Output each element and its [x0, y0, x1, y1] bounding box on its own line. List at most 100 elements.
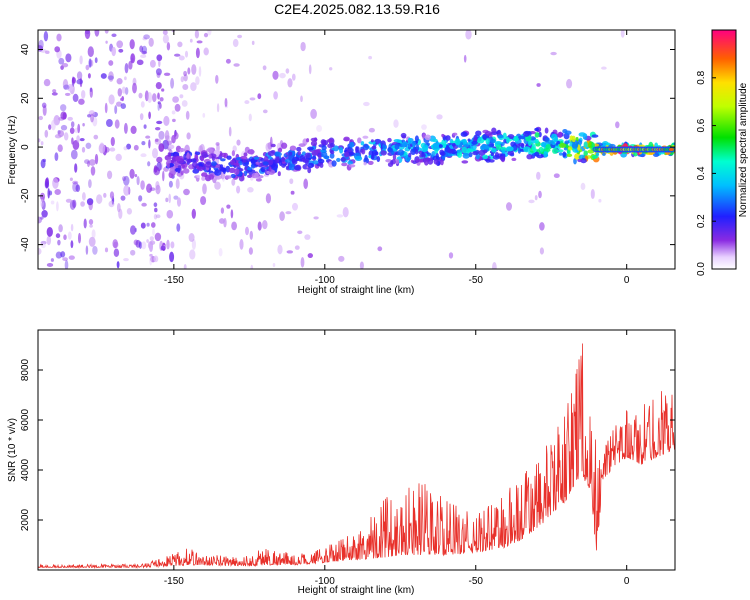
spectrogram-cell	[219, 167, 227, 173]
spectrogram-cell	[56, 201, 59, 212]
snr-chart: -150 -100 -50 0 2000 4000 6000 8000 Height of …	[7, 329, 676, 596]
spectrogram-cell	[40, 240, 47, 245]
spectrogram-cell	[94, 153, 99, 165]
spectrogram-cell	[108, 60, 114, 66]
spectrogram-cell	[139, 45, 144, 53]
spectrogram-cell	[91, 229, 96, 239]
spectrogram-cell	[239, 239, 244, 250]
spectrogram-cell	[111, 46, 117, 57]
spectrogram-cell	[92, 116, 98, 127]
spectrogram-cell	[285, 211, 292, 215]
spectrogram-cell	[60, 124, 68, 131]
spectrogram-cell	[130, 249, 136, 256]
spectrogram-cell	[114, 105, 118, 115]
spectrogram-cell	[216, 103, 220, 113]
spectrogram-cell	[298, 143, 306, 147]
spectrogram-cell	[424, 134, 431, 141]
spectrogram-cell	[245, 226, 249, 236]
spectrogram-cell	[146, 222, 150, 227]
spectrogram-cell	[654, 142, 659, 148]
spectrogram-cell	[415, 144, 420, 150]
spectrogram-cell	[104, 102, 108, 114]
spectrogram-cell	[87, 73, 91, 79]
spectrogram-cell	[225, 58, 231, 64]
spectrogram-cell	[313, 216, 319, 220]
spectrogram-cell	[152, 93, 157, 103]
spectrogram-cell	[109, 147, 116, 152]
spectrogram-cell	[534, 127, 539, 132]
spectrogram-cell	[511, 157, 517, 162]
x-tick-label: -100	[315, 576, 335, 587]
spectrogram-cell	[69, 127, 75, 134]
spectrogram-cell	[492, 261, 497, 269]
spectrogram-cell	[419, 158, 423, 163]
spectrogram-cell	[432, 138, 438, 143]
spectrogram-cell	[41, 200, 46, 211]
spectrogram-cell	[441, 133, 445, 138]
spectrogram-cell	[126, 143, 132, 150]
spectrogram-cell	[538, 190, 542, 199]
spectrogram-frame	[37, 29, 676, 270]
spectrogram-cell	[194, 151, 201, 156]
spectrogram-cell	[108, 200, 115, 208]
spectrogram-cell	[578, 132, 586, 137]
spectrogram-cell	[471, 140, 478, 145]
spectrogram-cell	[371, 149, 378, 156]
spectrogram-cell	[163, 72, 171, 76]
spectrogram-cell	[83, 218, 87, 229]
spectrogram-cell	[501, 141, 505, 146]
spectrogram-cell	[176, 223, 181, 232]
spectrogram-cell	[111, 33, 117, 38]
spectrogram-cell	[85, 142, 92, 149]
spectrogram-cell	[349, 141, 355, 148]
spectrogram-cell	[270, 143, 276, 148]
spectrogram-cell	[43, 78, 51, 87]
spectrogram-cell	[500, 155, 506, 162]
colorbar-tick-label: 0.6	[696, 118, 707, 132]
spectrogram-cell	[633, 151, 638, 157]
spectrogram-cell	[144, 90, 149, 102]
spectrogram-cell	[215, 74, 219, 84]
spectrogram-cell	[233, 63, 240, 67]
spectrogram-cell	[174, 161, 179, 168]
spectrogram-cell	[296, 146, 302, 152]
spectrogram-cell	[307, 253, 313, 259]
spectrogram-cell	[550, 51, 557, 56]
spectrogram-cell	[166, 239, 170, 250]
spectrogram-cell	[559, 143, 566, 148]
spectrogram-cell	[54, 152, 59, 162]
spectrogram-cell	[161, 88, 165, 92]
spectrogram-cell	[304, 234, 311, 240]
spectrogram-cell	[90, 166, 96, 176]
spectrogram-cell	[577, 158, 583, 163]
spectrogram-cell	[45, 50, 50, 54]
spectrogram-cell	[220, 158, 226, 162]
spectrogram-cell	[286, 250, 294, 254]
spectrogram-cell	[174, 103, 181, 112]
spectrogram-cell	[539, 222, 545, 231]
spectrogram-cell	[157, 92, 160, 100]
spectrogram-cell	[598, 198, 602, 203]
spectrogram-cell	[169, 251, 175, 263]
spectrogram-cell	[518, 142, 525, 147]
spectrogram-cell	[513, 135, 520, 142]
spectrogram-cell	[543, 151, 549, 158]
spectrogram-cell	[291, 159, 298, 165]
spectrogram-cell	[165, 197, 169, 203]
spectrogram-cell	[115, 153, 122, 161]
spectrogram-cell	[394, 159, 400, 165]
spectrogram-cell	[158, 59, 161, 68]
spectrogram-cell	[116, 261, 120, 269]
spectrogram-cell	[302, 158, 310, 163]
spectrogram-cell	[545, 137, 550, 142]
spectrogram-cell	[231, 178, 236, 186]
x-tick-label: -150	[164, 576, 184, 587]
spectrogram-cell	[155, 184, 161, 195]
spectrogram-cell	[552, 148, 559, 154]
spectrogram-cell	[512, 145, 517, 152]
spectrogram-cell	[169, 167, 177, 174]
spectrogram-cell	[219, 164, 224, 169]
spectrogram-cell	[470, 145, 477, 150]
spectrogram-cell	[168, 180, 173, 188]
spectrogram-cell	[414, 135, 419, 143]
